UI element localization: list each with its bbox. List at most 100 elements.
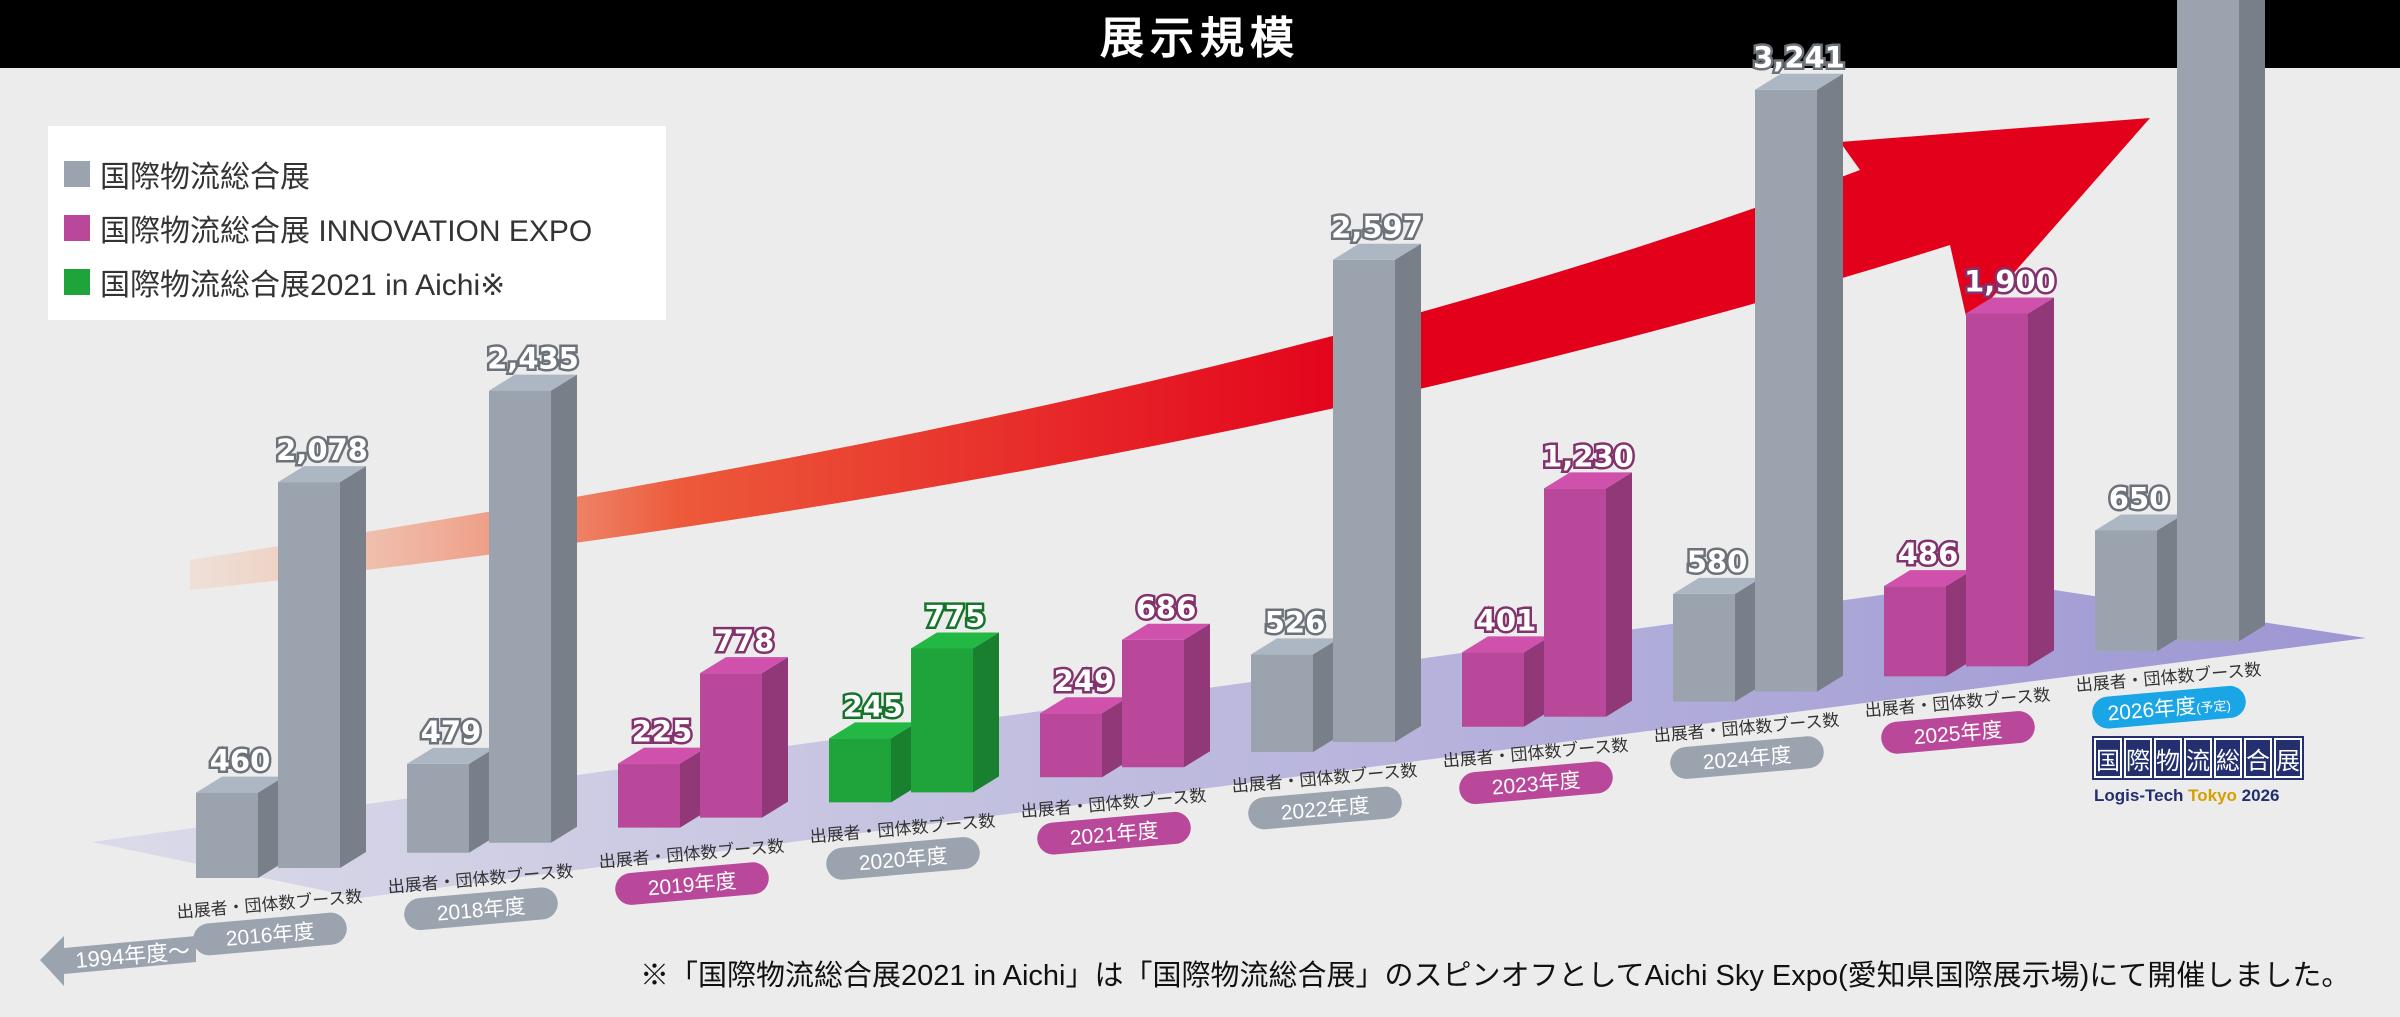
legend-swatch	[64, 215, 90, 241]
bar-exhibitors-0-top	[196, 776, 284, 793]
bar-booths-7-value-label: 3,241	[1753, 41, 1845, 75]
bar-exhibitors-7-front	[1673, 593, 1735, 702]
bar-booths-1-side	[551, 374, 577, 843]
legend-label: 国際物流総合展 INNOVATION EXPO	[100, 215, 593, 248]
bar-exhibitors-1-value-label: 479	[421, 715, 482, 749]
bar-booths-5: 2,597	[1329, 208, 1425, 742]
bar-exhibitors-3-side	[891, 722, 917, 803]
bar-booths-3: 775	[911, 597, 999, 793]
bar-booths-6: 1,230	[1540, 437, 1636, 717]
history-arrow: 1994年度〜	[40, 936, 196, 986]
bar-booths-5-top	[1333, 243, 1421, 260]
bar-booths-0-value-label: 2,078	[276, 433, 368, 467]
bar-exhibitors-8-value-label: 486	[1898, 537, 1959, 571]
bar-exhibitors-8: 486	[1884, 535, 1972, 677]
bar-booths-4-top	[1122, 623, 1210, 640]
bar-exhibitors-4-top	[1040, 697, 1128, 714]
bar-booths-8-top	[1966, 297, 2054, 314]
year-badge: 2019年度	[615, 862, 769, 905]
growth-arrow	[190, 118, 2150, 590]
bar-booths-7-top	[1755, 73, 1843, 90]
bar-exhibitors-1-top	[407, 747, 495, 764]
bar-booths-1: 2,435	[485, 339, 581, 843]
bar-exhibitors-1-front	[407, 763, 469, 853]
year-badge-bg	[1881, 711, 2035, 754]
year-badge-bg	[1037, 811, 1191, 855]
bar-exhibitors-0: 460	[196, 741, 284, 878]
bar-exhibitors-7-side	[1735, 577, 1761, 702]
bar-exhibitors-3-front	[829, 738, 891, 803]
bar-exhibitors-4-front	[1040, 713, 1102, 778]
legend-label: 国際物流総合展	[100, 161, 310, 194]
bar-exhibitors-9-value-label: 650	[2109, 481, 2170, 515]
legend-label: 国際物流総合展2021 in Aichi※	[100, 269, 506, 302]
bar-booths-6-front	[1544, 488, 1606, 717]
logo-cube: 物	[2154, 738, 2182, 778]
bar-exhibitors-4-side	[1102, 697, 1128, 778]
bar-booths-1-value-label: 2,435	[487, 342, 579, 376]
bar-booths-2: 778	[700, 622, 788, 818]
bar-exhibitors-7: 580	[1673, 542, 1761, 702]
logo-cube: 総	[2214, 738, 2242, 778]
bar-booths-6-top	[1544, 472, 1632, 489]
bar-exhibitors-2-top	[618, 747, 706, 764]
bar-exhibitors-4: 249	[1040, 662, 1128, 778]
logo-cube: 際	[2124, 738, 2152, 778]
logo-cube: 流	[2184, 738, 2212, 778]
bar-booths-5-side	[1395, 243, 1421, 742]
bar-exhibitors-7-value-label: 580	[1687, 545, 1748, 579]
bar-exhibitors-4-value-label: 249	[1054, 664, 1115, 698]
bar-booths-2-value-label: 778	[714, 624, 775, 658]
bar-booths-3-front	[911, 648, 973, 793]
bar-exhibitors-2-value-label: 225	[632, 715, 693, 749]
bar-exhibitors-5: 526	[1251, 603, 1339, 752]
chart-legend: 国際物流総合展 国際物流総合展 INNOVATION EXPO 国際物流総合展2…	[48, 126, 666, 320]
year-badge-bg	[2092, 685, 2246, 729]
bar-booths-2-front	[700, 673, 762, 818]
logo-sub-b: Tokyo	[2188, 786, 2237, 805]
bar-booths-4-value-label: 686	[1136, 591, 1197, 625]
bar-exhibitors-3: 245	[829, 687, 917, 803]
bar-booths-3-side	[973, 632, 999, 793]
bar-exhibitors-3-top	[829, 722, 917, 739]
bar-booths-5-front	[1333, 259, 1395, 742]
bar-exhibitors-8-front	[1884, 586, 1946, 677]
year-badge: 2024年度	[1670, 736, 1824, 779]
legend-swatch	[64, 161, 90, 187]
bar-exhibitors-9-side	[2157, 514, 2183, 652]
year-badge: 2023年度	[1459, 761, 1613, 805]
year-badge-bg	[615, 862, 769, 905]
year-badge-bg	[1248, 786, 1402, 830]
bar-booths-2-top	[700, 657, 788, 674]
bar-exhibitors-9-front	[2095, 530, 2157, 652]
bar-booths-6-side	[1606, 472, 1632, 717]
bar-exhibitors-8-top	[1884, 570, 1972, 587]
bar-booths-0: 2,078	[274, 431, 370, 868]
year-badge-bg	[1670, 736, 1824, 779]
bar-booths-8-front	[1966, 313, 2028, 667]
year-badge: 2018年度	[404, 887, 558, 931]
bar-exhibitors-0-value-label: 460	[210, 744, 271, 778]
history-label: 1994年度〜	[74, 938, 191, 973]
bar-exhibitors-5-side	[1313, 638, 1339, 752]
legend-item-exhibition: 国際物流総合展	[64, 152, 310, 196]
year-badge: 2026年度(予定)	[2092, 685, 2246, 729]
logo-cubes: 国際物流総合展	[2094, 738, 2302, 778]
bar-booths-2-side	[762, 657, 788, 818]
year-badge: 2022年度	[1248, 786, 1402, 830]
bar-booths-8: 1,900	[1962, 262, 2058, 667]
bar-exhibitors-6-value-label: 401	[1476, 603, 1537, 637]
year-suffix: (予定)	[2196, 698, 2232, 716]
legend-item-aichi: 国際物流総合展2021 in Aichi※	[64, 260, 505, 304]
page-title: 展示規模	[0, 0, 2400, 68]
bar-booths-1-top	[489, 374, 577, 391]
bar-booths-7-side	[1817, 73, 1843, 692]
bar-exhibitors-2-front	[618, 763, 680, 828]
bar-exhibitors-6-top	[1462, 636, 1550, 653]
bar-exhibitors-2-side	[680, 747, 706, 828]
bar-booths-0-top	[278, 466, 366, 483]
bar-booths-4: 686	[1122, 588, 1210, 768]
year-badge: 2016年度	[193, 912, 347, 956]
bar-booths-0-side	[340, 466, 366, 868]
